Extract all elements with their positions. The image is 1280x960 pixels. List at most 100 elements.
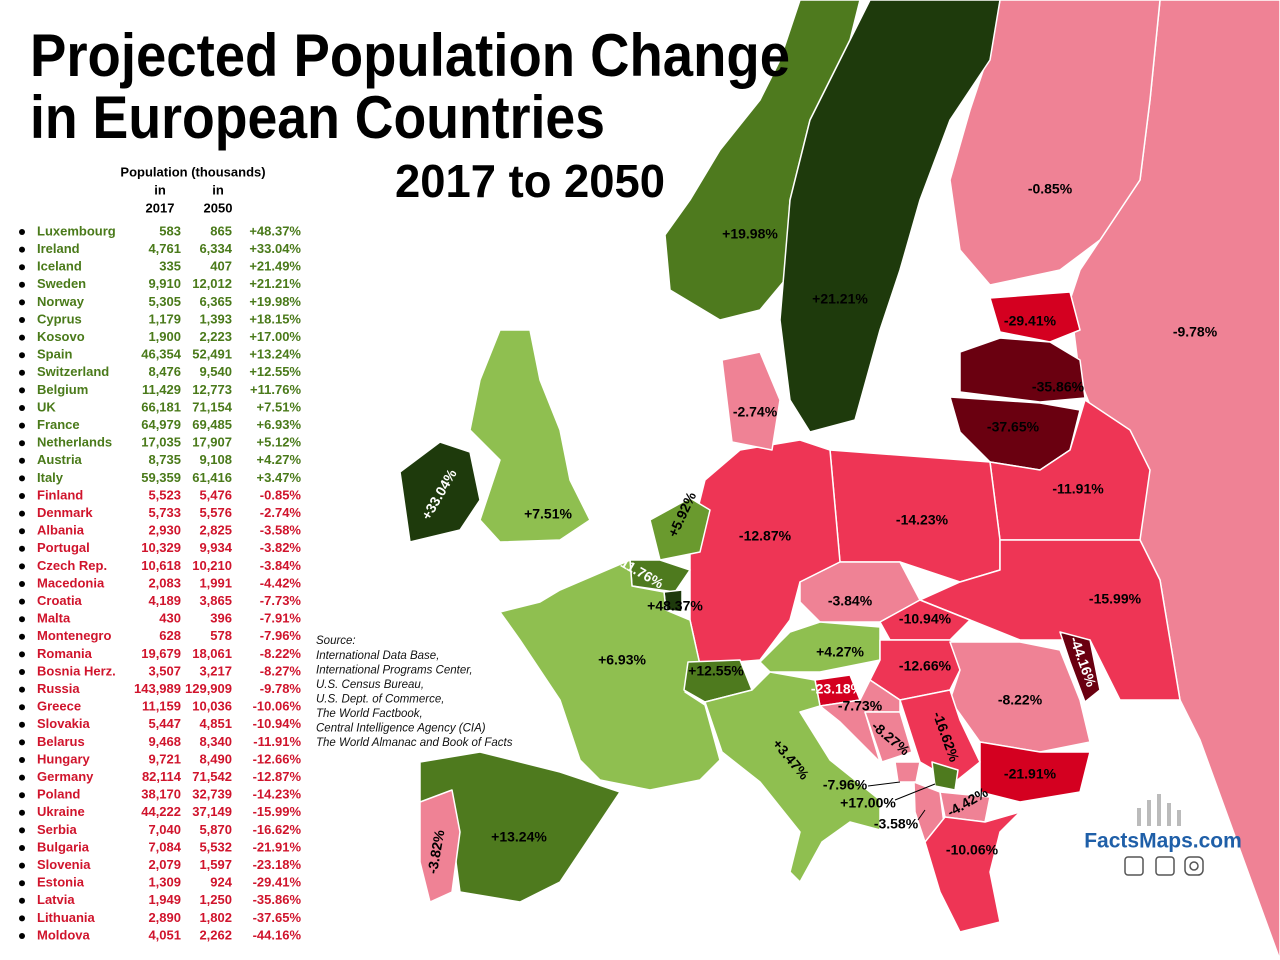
- source-line: The World Factbook,: [316, 708, 423, 720]
- population-2017: 9,910: [148, 276, 181, 291]
- population-2050: 407: [210, 259, 232, 274]
- map-label: -21.91%: [1004, 766, 1057, 782]
- map-label: +21.21%: [812, 291, 868, 307]
- country-name: Luxembourg: [37, 223, 116, 238]
- population-2050: 9,934: [199, 540, 232, 555]
- france: [499, 559, 721, 791]
- population-2017: 4,051: [148, 927, 181, 942]
- population-2050: 8,340: [199, 734, 232, 749]
- country-name: UK: [37, 399, 56, 414]
- percent-change: -2.74%: [260, 505, 302, 520]
- percent-change: -3.84%: [260, 558, 302, 573]
- country-name: Slovenia: [37, 857, 91, 872]
- map-label: -12.66%: [899, 658, 952, 674]
- bullet: [19, 581, 25, 587]
- population-2017: 11,429: [142, 382, 181, 397]
- estonia: [989, 291, 1081, 343]
- percent-change: -3.82%: [260, 540, 302, 555]
- country-name: Kosovo: [37, 329, 85, 344]
- country-name: Belarus: [37, 734, 85, 749]
- country-name: Spain: [37, 347, 72, 362]
- map-label: +12.55%: [688, 663, 744, 679]
- data-table: Population (thousands) in 2017 in 2050 L…: [19, 164, 301, 942]
- percent-change: +19.98%: [249, 294, 301, 309]
- percent-change: -23.18%: [253, 857, 302, 872]
- ireland: [399, 441, 481, 543]
- population-2017: 46,354: [141, 347, 182, 362]
- population-2017: 4,189: [148, 593, 181, 608]
- percent-change: +4.27%: [257, 452, 302, 467]
- percent-change: -44.16%: [253, 927, 302, 942]
- map-label: -29.41%: [1004, 313, 1057, 329]
- country-name: Norway: [37, 294, 85, 309]
- bullet: [19, 528, 25, 535]
- map-label: -0.85%: [1028, 181, 1073, 197]
- population-2050: 578: [210, 628, 232, 643]
- bullet: [19, 739, 25, 746]
- population-2050: 71,542: [192, 769, 232, 784]
- population-2050: 1,250: [199, 892, 232, 907]
- bullet: [19, 651, 25, 658]
- population-2050: 12,012: [192, 276, 232, 291]
- population-2050: 6,365: [199, 294, 232, 309]
- population-2017: 59,359: [141, 470, 181, 485]
- population-2017: 38,170: [141, 787, 181, 802]
- moldova: [1059, 631, 1101, 703]
- population-2017: 5,733: [148, 505, 181, 520]
- source-line: Central Intelligence Agency (CIA): [316, 723, 486, 735]
- bullet: [19, 299, 25, 306]
- population-2050: 5,532: [199, 839, 232, 854]
- bullet: [19, 897, 25, 904]
- map-label: -12.87%: [739, 528, 792, 544]
- population-2050: 924: [210, 875, 232, 890]
- percent-change: +3.47%: [257, 470, 302, 485]
- population-2017: 82,114: [142, 769, 182, 784]
- population-2050: 1,393: [199, 311, 232, 326]
- source-line: U.S. Dept. of Commerce,: [316, 694, 444, 706]
- bullet: [19, 229, 25, 235]
- bullet: [19, 563, 25, 570]
- population-2017: 2,079: [148, 857, 181, 872]
- population-2017: 64,979: [141, 417, 181, 432]
- slovakia: [879, 599, 971, 641]
- bullet: [19, 880, 25, 887]
- population-2017: 9,468: [148, 734, 181, 749]
- population-2050: 129,909: [185, 681, 232, 696]
- bullet: [19, 545, 25, 552]
- title-line: in European Countries: [30, 84, 605, 151]
- map: [399, 0, 1280, 960]
- map-label: +6.93%: [598, 652, 646, 668]
- percent-change: +7.51%: [257, 399, 302, 414]
- percent-change: +12.55%: [249, 364, 301, 379]
- leader-line: [894, 783, 936, 801]
- population-2017: 10,329: [141, 540, 181, 555]
- country-name: Hungary: [37, 751, 91, 766]
- country-name: Latvia: [37, 892, 75, 907]
- bullet: [19, 915, 25, 922]
- percent-change: -15.99%: [253, 804, 302, 819]
- bullet: [19, 387, 25, 394]
- percent-change: -10.06%: [253, 699, 302, 714]
- bullet: [19, 669, 25, 675]
- percent-change: -7.96%: [260, 628, 302, 643]
- percent-change: -7.91%: [260, 611, 302, 626]
- bullet: [19, 721, 25, 728]
- country-name: Cyprus: [37, 311, 82, 326]
- ukraine: [919, 539, 1181, 701]
- column-header: in: [212, 182, 224, 197]
- bullet: [19, 809, 25, 816]
- bullet: [19, 264, 25, 271]
- country-name: France: [37, 417, 80, 432]
- percent-change: +48.37%: [249, 223, 301, 238]
- percent-change: +17.00%: [249, 329, 301, 344]
- percent-change: -16.62%: [253, 822, 302, 837]
- map-label: -3.84%: [828, 593, 873, 609]
- country-name: Poland: [37, 787, 80, 802]
- population-2050: 1,597: [199, 857, 232, 872]
- population-2050: 865: [210, 223, 232, 238]
- bullet: [19, 405, 25, 411]
- bullet: [19, 933, 25, 939]
- percent-change: -4.42%: [260, 575, 302, 590]
- country-name: Portugal: [37, 540, 90, 555]
- leader-line: [867, 781, 901, 787]
